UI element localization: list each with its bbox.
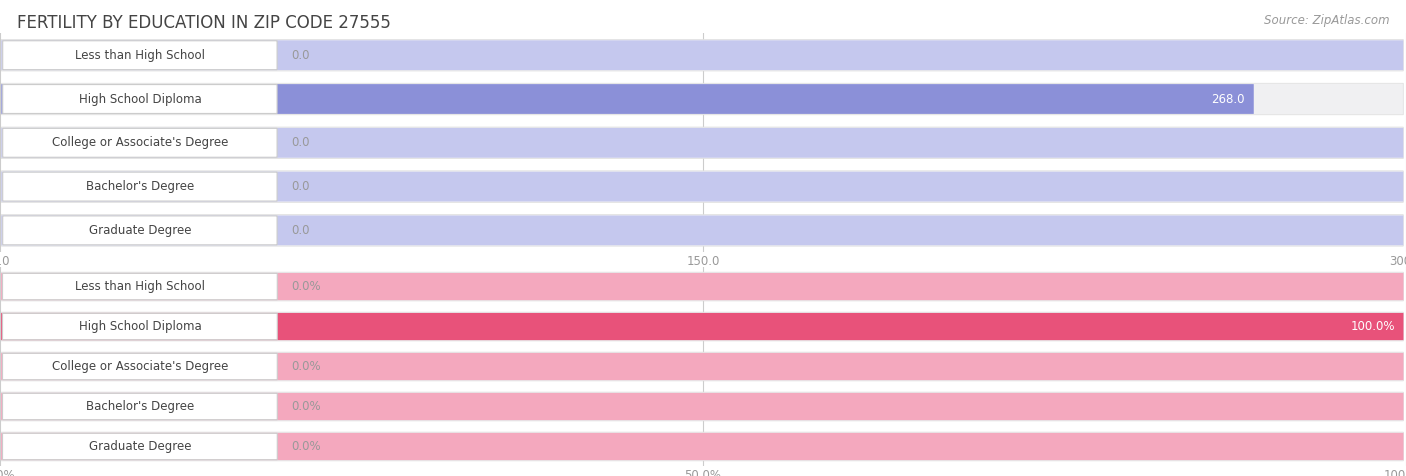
Text: 0.0%: 0.0% — [291, 360, 321, 373]
FancyBboxPatch shape — [1, 40, 1403, 70]
Text: 0.0%: 0.0% — [291, 400, 321, 413]
Text: Source: ZipAtlas.com: Source: ZipAtlas.com — [1264, 14, 1389, 27]
FancyBboxPatch shape — [1, 216, 1403, 245]
Text: Graduate Degree: Graduate Degree — [89, 224, 191, 237]
FancyBboxPatch shape — [1, 272, 1403, 301]
FancyBboxPatch shape — [3, 313, 277, 340]
FancyBboxPatch shape — [1, 84, 1254, 114]
Text: College or Associate's Degree: College or Associate's Degree — [52, 136, 228, 149]
FancyBboxPatch shape — [1, 273, 1403, 300]
FancyBboxPatch shape — [1, 312, 1403, 341]
Text: Graduate Degree: Graduate Degree — [89, 440, 191, 453]
FancyBboxPatch shape — [3, 216, 277, 245]
FancyBboxPatch shape — [3, 41, 277, 69]
Text: 0.0: 0.0 — [291, 180, 309, 193]
Text: Bachelor's Degree: Bachelor's Degree — [86, 400, 194, 413]
FancyBboxPatch shape — [1, 432, 1403, 461]
FancyBboxPatch shape — [1, 172, 1403, 201]
FancyBboxPatch shape — [1, 83, 1403, 115]
FancyBboxPatch shape — [1, 393, 1403, 420]
Text: Bachelor's Degree: Bachelor's Degree — [86, 180, 194, 193]
FancyBboxPatch shape — [3, 129, 277, 157]
Text: Less than High School: Less than High School — [75, 49, 205, 62]
FancyBboxPatch shape — [1, 433, 1403, 460]
FancyBboxPatch shape — [3, 273, 277, 300]
Text: High School Diploma: High School Diploma — [79, 320, 201, 333]
FancyBboxPatch shape — [1, 40, 1403, 71]
FancyBboxPatch shape — [1, 128, 1403, 158]
Text: FERTILITY BY EDUCATION IN ZIP CODE 27555: FERTILITY BY EDUCATION IN ZIP CODE 27555 — [17, 14, 391, 32]
FancyBboxPatch shape — [1, 127, 1403, 159]
Text: 0.0%: 0.0% — [291, 280, 321, 293]
FancyBboxPatch shape — [3, 433, 277, 460]
Text: High School Diploma: High School Diploma — [79, 92, 201, 106]
FancyBboxPatch shape — [1, 215, 1403, 246]
FancyBboxPatch shape — [3, 353, 277, 380]
FancyBboxPatch shape — [3, 393, 277, 420]
FancyBboxPatch shape — [3, 85, 277, 113]
FancyBboxPatch shape — [3, 172, 277, 201]
Text: 0.0%: 0.0% — [291, 440, 321, 453]
Text: College or Associate's Degree: College or Associate's Degree — [52, 360, 228, 373]
FancyBboxPatch shape — [1, 313, 1403, 340]
Text: 0.0: 0.0 — [291, 224, 309, 237]
Text: 0.0: 0.0 — [291, 136, 309, 149]
FancyBboxPatch shape — [1, 352, 1403, 381]
Text: Less than High School: Less than High School — [75, 280, 205, 293]
Text: 0.0: 0.0 — [291, 49, 309, 62]
Text: 100.0%: 100.0% — [1350, 320, 1395, 333]
FancyBboxPatch shape — [1, 171, 1403, 202]
Text: 268.0: 268.0 — [1212, 92, 1244, 106]
FancyBboxPatch shape — [1, 392, 1403, 421]
FancyBboxPatch shape — [1, 353, 1403, 380]
